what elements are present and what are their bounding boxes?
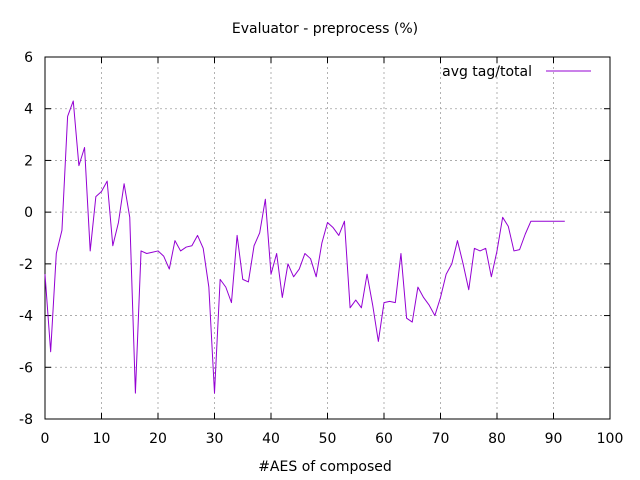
x-tick-label: 20 [149,431,167,447]
x-tick-label: 80 [488,431,506,447]
x-tick-label: 0 [41,431,50,447]
y-tick-label: 2 [24,153,33,169]
x-tick-label: 40 [262,431,280,447]
x-tick-label: 50 [319,431,337,447]
chart-title: Evaluator - preprocess (%) [232,21,418,37]
x-tick-label: 100 [597,431,624,447]
x-tick-label: 90 [545,431,563,447]
series-line-0 [44,100,565,394]
grid-lines [45,57,610,419]
x-tick-label: 30 [206,431,224,447]
series-layer [44,100,565,394]
legend-label: avg tag/total [442,64,532,80]
y-tick-label: -4 [19,309,33,325]
y-tick-label: -8 [19,412,33,428]
legend: avg tag/total [442,64,591,80]
y-tick-label: 0 [24,205,33,221]
y-tick-label: -2 [19,257,33,273]
x-tick-label: 10 [93,431,111,447]
x-tick-label: 60 [375,431,393,447]
x-tick-label: 70 [432,431,450,447]
y-tick-label: 6 [24,50,33,66]
y-tick-label: -6 [19,360,33,376]
axis-ticks: 0 10 20 30 40 50 60 70 80 90 100 -8 -6 -4 -2 0 2 4 6 [19,50,623,447]
x-axis-label: #AES of composed [258,459,392,475]
y-tick-label: 4 [24,102,33,118]
